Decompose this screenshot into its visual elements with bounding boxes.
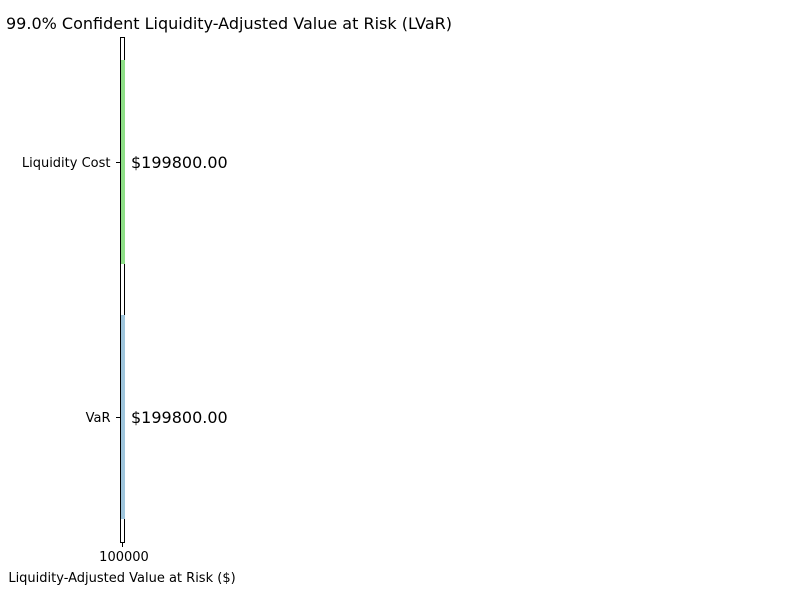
y-tick-label: Liquidity Cost xyxy=(22,156,111,171)
x-tick-label: 100000 xyxy=(99,550,149,565)
x-axis-label: Liquidity-Adjusted Value at Risk ($) xyxy=(8,571,235,586)
y-tick-label: VaR xyxy=(86,411,111,426)
bar-liquidity-cost xyxy=(121,60,125,264)
data-label: $199800.00 xyxy=(131,408,228,427)
chart-title: 99.0% Confident Liquidity-Adjusted Value… xyxy=(6,14,452,33)
data-label: $199800.00 xyxy=(131,153,228,172)
bar-var xyxy=(121,315,125,519)
